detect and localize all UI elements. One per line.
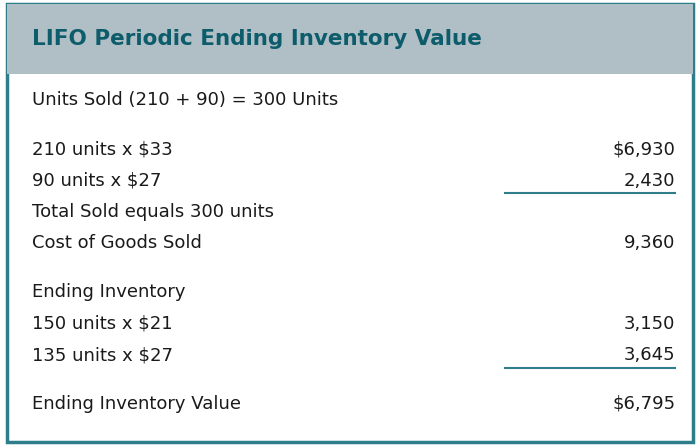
Text: 150 units x $21: 150 units x $21	[32, 314, 172, 333]
Text: Ending Inventory: Ending Inventory	[32, 283, 185, 301]
Text: Total Sold equals 300 units: Total Sold equals 300 units	[32, 203, 274, 221]
Text: 210 units x $33: 210 units x $33	[32, 140, 172, 158]
Text: Units Sold (210 + 90) = 300 Units: Units Sold (210 + 90) = 300 Units	[32, 91, 337, 109]
Text: 3,150: 3,150	[624, 314, 676, 333]
Text: 90 units x $27: 90 units x $27	[32, 172, 161, 190]
Text: $6,930: $6,930	[612, 140, 676, 158]
Text: 135 units x $27: 135 units x $27	[32, 346, 172, 364]
FancyBboxPatch shape	[7, 4, 693, 74]
Text: 2,430: 2,430	[624, 172, 676, 190]
Text: Cost of Goods Sold: Cost of Goods Sold	[32, 235, 202, 252]
Text: 3,645: 3,645	[624, 346, 676, 364]
Text: 9,360: 9,360	[624, 235, 676, 252]
Text: $6,795: $6,795	[612, 395, 676, 413]
Text: LIFO Periodic Ending Inventory Value: LIFO Periodic Ending Inventory Value	[32, 29, 482, 49]
Text: Ending Inventory Value: Ending Inventory Value	[32, 395, 241, 413]
FancyBboxPatch shape	[7, 4, 693, 442]
